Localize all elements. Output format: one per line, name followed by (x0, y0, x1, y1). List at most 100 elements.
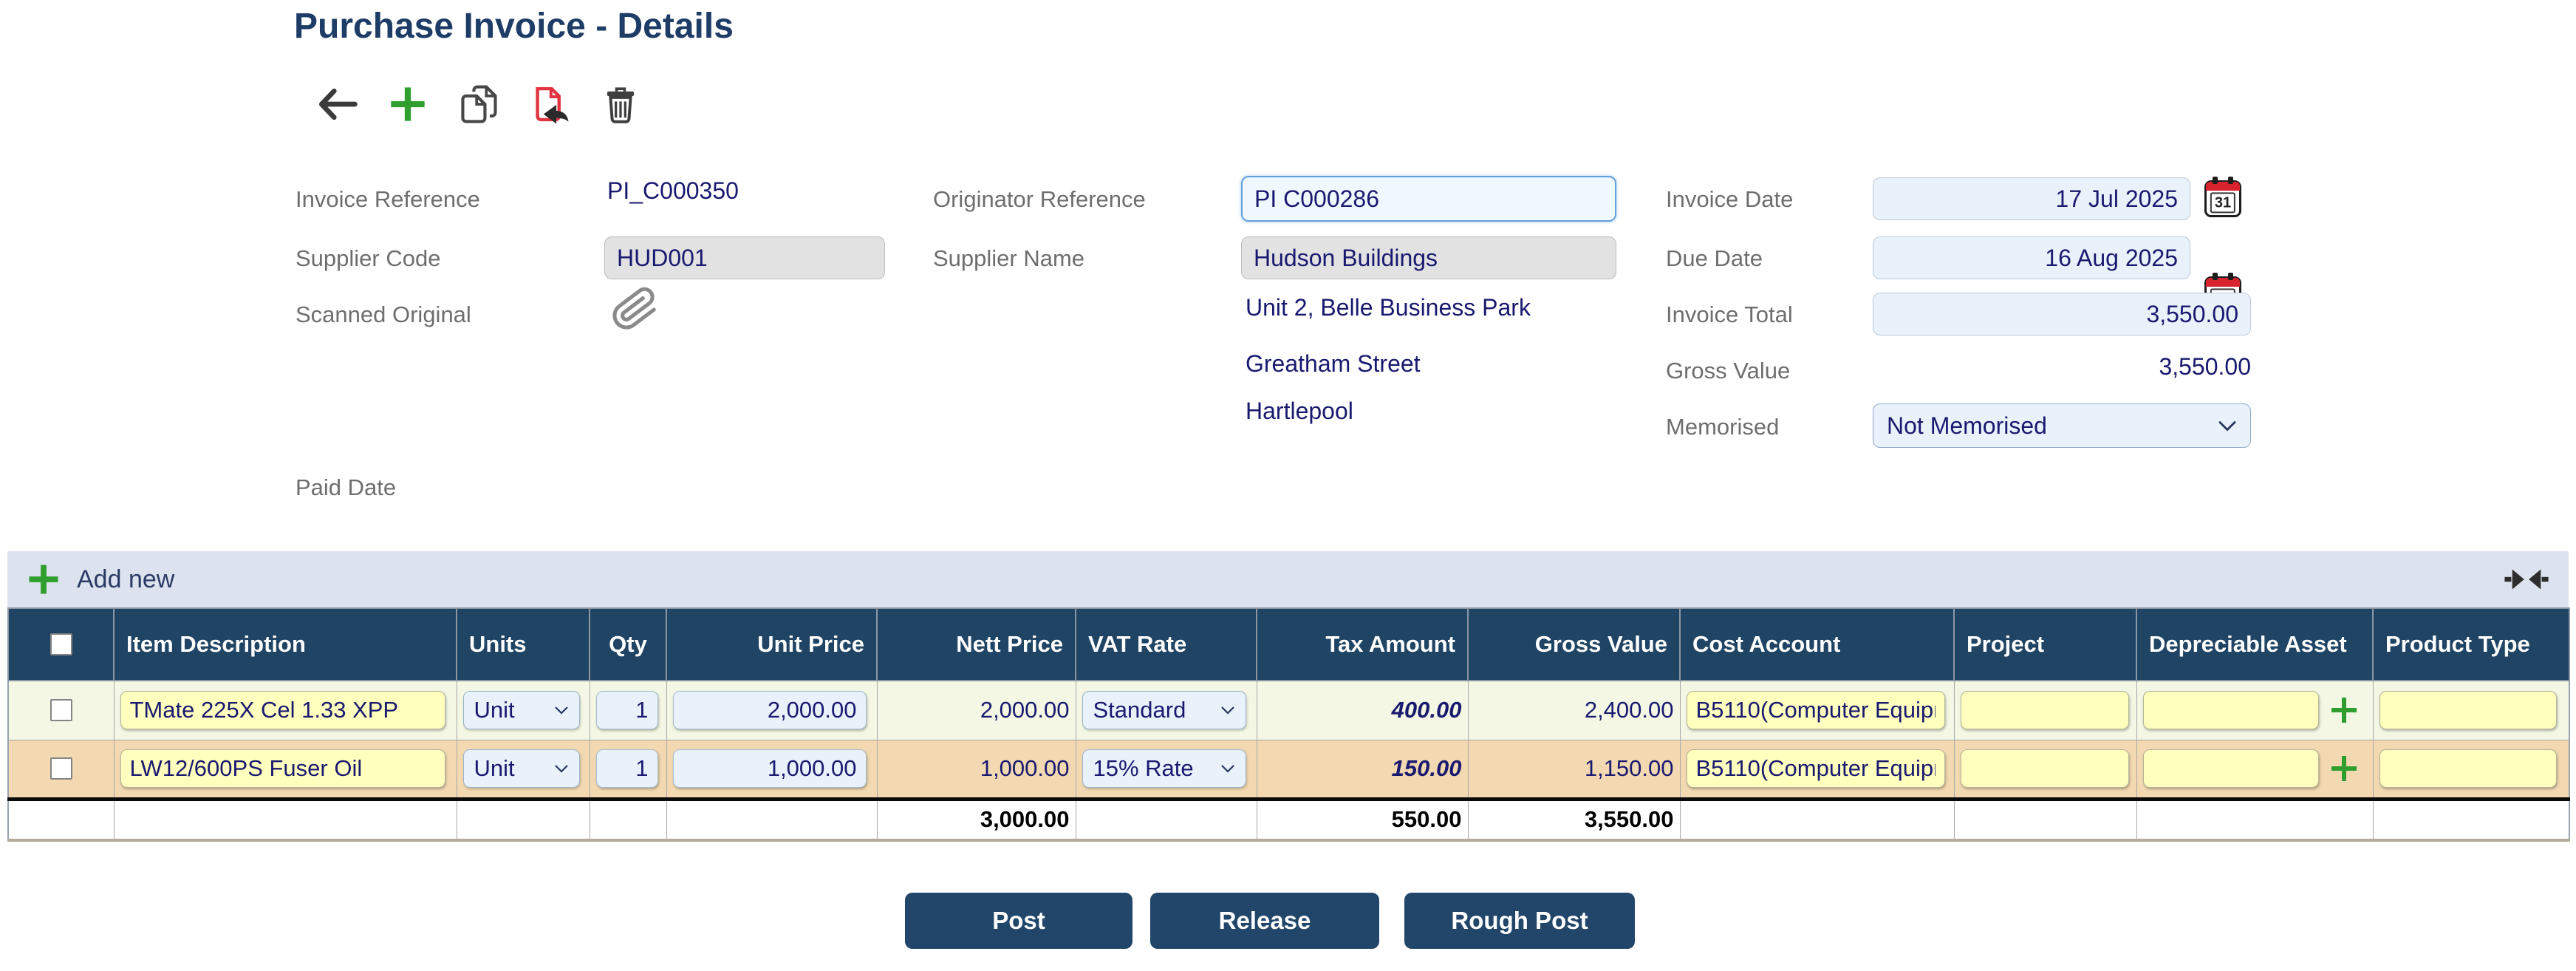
nett-price-cell: 1,000.00 (876, 739, 1076, 800)
plus-icon (29, 565, 58, 594)
cost-account-input[interactable] (1686, 691, 1945, 730)
add-new-row-button[interactable]: Add new (27, 562, 174, 596)
supplier-address-line3: Hartlepool (1246, 398, 1353, 424)
table-row: Unit 1,000.00 15% Rate 150.00 1,150.00 (7, 739, 2570, 800)
supplier-name-label: Supplier Name (933, 245, 1085, 271)
invoice-total-label: Invoice Total (1666, 301, 1793, 327)
plus-icon (391, 87, 425, 121)
item-description-input[interactable] (120, 691, 445, 730)
invoice-date-label: Invoice Date (1666, 186, 1794, 212)
invoice-reference-value: PI_C000350 (607, 177, 739, 204)
total-nett-price: 3,000.00 (876, 797, 1076, 842)
unit-price-input[interactable] (672, 691, 867, 730)
header-tax-amount: Tax Amount (1256, 607, 1469, 681)
originator-reference-input[interactable] (1241, 176, 1616, 222)
paperclip-icon (612, 287, 656, 330)
total-tax-amount: 550.00 (1256, 797, 1469, 842)
total-gross-value: 3,550.00 (1467, 797, 1681, 842)
scanned-original-label: Scanned Original (295, 301, 471, 327)
page-title: Purchase Invoice - Details (294, 7, 734, 46)
gross-value-label: Gross Value (1666, 358, 1791, 384)
cost-account-input[interactable] (1686, 749, 1945, 788)
gross-value-text: 3,550.00 (2159, 353, 2251, 380)
table-row: Unit 2,000.00 Standard 400.00 2,400.00 (7, 680, 2570, 740)
originator-reference-label: Originator Reference (933, 186, 1146, 212)
toolbar (314, 81, 643, 127)
import-document-icon (536, 86, 569, 124)
header-units: Units (456, 607, 590, 681)
add-asset-icon[interactable] (2329, 695, 2359, 725)
invoice-date-input[interactable] (1873, 177, 2190, 220)
units-select[interactable]: Unit (462, 691, 580, 730)
copy-icon (461, 85, 497, 123)
header-cost-account: Cost Account (1679, 607, 1955, 681)
tax-amount-cell: 400.00 (1256, 680, 1469, 740)
add-new-button[interactable] (385, 81, 431, 127)
depreciable-asset-input[interactable] (2142, 749, 2319, 788)
depreciable-asset-input[interactable] (2142, 691, 2319, 730)
row-checkbox[interactable] (49, 699, 72, 722)
chevron-down-icon (554, 765, 568, 773)
header-depreciable-asset: Depreciable Asset (2136, 607, 2374, 681)
memorised-label: Memorised (1666, 414, 1780, 440)
delete-button[interactable] (598, 81, 643, 127)
scanned-original-attachment[interactable] (612, 285, 659, 336)
table-header-row: Item Description Units Qty Unit Price Ne… (7, 607, 2570, 681)
add-new-label: Add new (77, 565, 175, 593)
calendar-day-number: 31 (2210, 192, 2236, 214)
invoice-reference-label: Invoice Reference (295, 186, 480, 212)
chevron-down-icon (2218, 420, 2236, 431)
post-button[interactable]: Post (905, 893, 1132, 949)
header-select-all (7, 607, 115, 681)
import-document-button[interactable] (527, 81, 573, 127)
add-asset-icon[interactable] (2329, 754, 2359, 783)
back-arrow-icon (319, 88, 358, 120)
product-type-input[interactable] (2379, 749, 2557, 788)
header-unit-price: Unit Price (666, 607, 878, 681)
chevron-down-icon (554, 706, 568, 715)
qty-input[interactable] (595, 749, 658, 788)
collapse-columns-button[interactable] (2504, 566, 2549, 593)
supplier-address-line2: Greatham Street (1246, 350, 1421, 377)
invoice-total-input[interactable] (1873, 293, 2251, 335)
memorised-select[interactable]: Not Memorised (1873, 403, 2251, 448)
units-select[interactable]: Unit (462, 749, 580, 788)
supplier-code-label: Supplier Code (295, 245, 441, 271)
vat-rate-select[interactable]: Standard (1082, 691, 1246, 730)
project-input[interactable] (1960, 691, 2129, 730)
product-type-input[interactable] (2379, 691, 2557, 730)
chevron-down-icon (1220, 765, 1234, 773)
vat-rate-selected-value: 15% Rate (1093, 755, 1194, 781)
vat-rate-select[interactable]: 15% Rate (1082, 749, 1246, 788)
gross-value-cell: 1,150.00 (1467, 739, 1681, 800)
header-item-description: Item Description (113, 607, 457, 681)
header-product-type: Product Type (2372, 607, 2570, 681)
due-date-input[interactable] (1873, 236, 2190, 279)
supplier-name-input[interactable] (1241, 236, 1616, 279)
grid-toolbar: Add new (7, 551, 2569, 607)
paid-date-label: Paid Date (295, 474, 397, 500)
back-button[interactable] (314, 81, 360, 127)
memorised-selected-value: Not Memorised (1887, 412, 2047, 439)
copy-button[interactable] (456, 81, 502, 127)
project-input[interactable] (1960, 749, 2129, 788)
line-items-table: Item Description Units Qty Unit Price Ne… (7, 607, 2570, 842)
supplier-code-input[interactable] (604, 236, 885, 279)
select-all-checkbox[interactable] (49, 633, 72, 655)
collapse-columns-icon (2504, 569, 2549, 590)
rough-post-button[interactable]: Rough Post (1404, 893, 1635, 949)
totals-row: 3,000.00 550.00 3,550.00 (7, 797, 2570, 842)
header-nett-price: Nett Price (876, 607, 1076, 681)
invoice-date-calendar-icon[interactable]: 31 (2204, 177, 2241, 217)
qty-input[interactable] (595, 691, 658, 730)
header-gross-value: Gross Value (1467, 607, 1681, 681)
header-qty: Qty (589, 607, 667, 681)
row-checkbox[interactable] (49, 757, 72, 780)
line-items-section: Add new Item Description Units Qty Un (7, 551, 2570, 842)
item-description-input[interactable] (120, 749, 445, 788)
unit-price-input[interactable] (672, 749, 867, 788)
vat-rate-selected-value: Standard (1093, 697, 1186, 723)
tax-amount-cell: 150.00 (1256, 739, 1469, 800)
release-button[interactable]: Release (1150, 893, 1379, 949)
gross-value-cell: 2,400.00 (1467, 680, 1681, 740)
